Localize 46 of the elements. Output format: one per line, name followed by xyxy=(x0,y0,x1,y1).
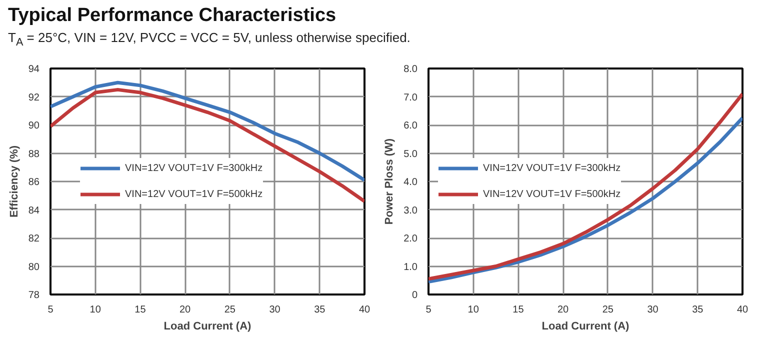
x-tick-label: 30 xyxy=(647,304,659,316)
y-tick-label: 4.0 xyxy=(404,177,418,188)
x-tick-label: 40 xyxy=(736,304,748,316)
x-tick-label: 10 xyxy=(468,304,480,316)
chart-subtitle: T$_{A}$ = 25°C, VIN = 12V, PVCC = VCC = 5V, unless otherwise specified. xyxy=(8,30,410,49)
y-tick-label: 86 xyxy=(28,177,40,188)
y-tick-label: 80 xyxy=(28,262,40,273)
line-series xyxy=(50,80,364,182)
y-axis-title: Power Ploss (W) xyxy=(384,138,396,225)
line-series xyxy=(50,88,364,204)
y-tick-label: 92 xyxy=(28,92,40,104)
x-tick-label: 5 xyxy=(48,304,54,316)
legend-label: VIN=12V VOUT=1V F=300kHz xyxy=(125,162,263,174)
y-tick-label: 90 xyxy=(28,120,40,132)
x-tick-label: 40 xyxy=(358,304,370,316)
legend-label: VIN=12V VOUT=1V F=500kHz xyxy=(483,188,621,200)
y-tick-label: 2.0 xyxy=(404,234,418,244)
y-tick-label: 88 xyxy=(28,148,40,160)
x-axis-title: Load Current (A) xyxy=(164,320,252,332)
x-tick-label: 35 xyxy=(692,304,704,316)
y-tick-label: 5.0 xyxy=(404,148,418,160)
x-tick-label: 10 xyxy=(90,304,102,316)
x-tick-label: 5 xyxy=(426,304,432,316)
y-tick-label: 8.0 xyxy=(404,64,418,75)
x-tick-label: 20 xyxy=(180,304,192,316)
y-tick-label: 84 xyxy=(28,205,40,216)
y-tick-label: 82 xyxy=(28,234,40,244)
y-tick-label: 94 xyxy=(28,64,40,75)
y-tick-label: 7.0 xyxy=(404,92,418,104)
x-axis-title: Load Current (A) xyxy=(542,320,630,332)
chart-title: Typical Performance Characteristics xyxy=(8,5,338,27)
x-tick-label: 30 xyxy=(269,304,281,316)
y-axis-title: Efficiency (%) xyxy=(8,145,20,218)
x-tick-label: 15 xyxy=(134,304,146,316)
y-tick-label: 78 xyxy=(28,290,40,301)
y-tick-label: 1.0 xyxy=(404,262,418,273)
legend-label: VIN=12V VOUT=1V F=300kHz xyxy=(483,162,621,174)
y-tick-label: 0 xyxy=(412,290,418,301)
x-tick-label: 35 xyxy=(314,304,326,316)
x-tick-label: 20 xyxy=(558,304,570,316)
x-tick-label: 25 xyxy=(602,304,614,316)
y-tick-label: 6.0 xyxy=(404,120,418,132)
legend-label: VIN=12V VOUT=1V F=500kHz xyxy=(125,188,263,200)
x-tick-label: 25 xyxy=(224,304,236,316)
y-tick-label: 3.0 xyxy=(404,205,418,216)
x-tick-label: 15 xyxy=(512,304,524,316)
